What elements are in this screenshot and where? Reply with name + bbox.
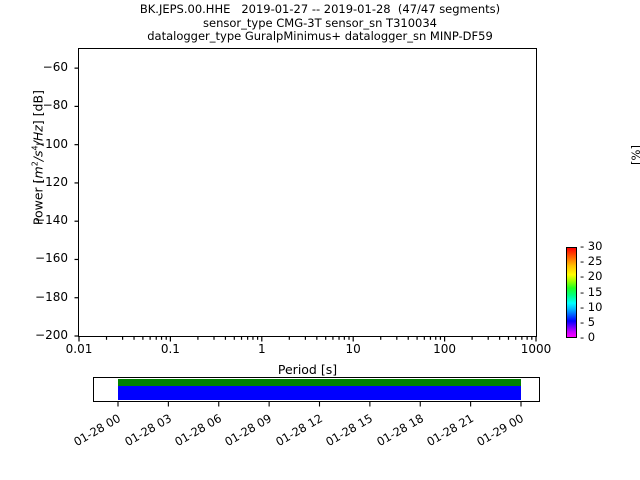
y-tick-label: −80 bbox=[42, 98, 68, 113]
y-tick-label: −120 bbox=[35, 174, 68, 189]
colorbar-tick-label: - 5 bbox=[580, 314, 596, 329]
colorbar bbox=[566, 247, 577, 338]
timeline-tick-label: 01-29 00 bbox=[474, 411, 527, 449]
colorbar-tick-label: - 30 bbox=[580, 239, 603, 253]
colorbar-unit-label: [%] bbox=[629, 145, 640, 165]
x-tick-label: 10 bbox=[345, 342, 361, 356]
colorbar-tick-label: - 25 bbox=[580, 254, 603, 269]
title-line-2: sensor_type CMG-3T sensor_sn T310034 bbox=[203, 15, 437, 30]
plot-axes-frame bbox=[78, 48, 537, 337]
x-tick-label: 100 bbox=[433, 342, 457, 356]
coverage-segment-green bbox=[118, 379, 521, 386]
y-tick-label: −100 bbox=[35, 136, 68, 151]
title-line-1: BK.JEPS.00.HHE 2019-01-27 -- 2019-01-28 … bbox=[139, 2, 501, 16]
x-tick-label: 0.01 bbox=[65, 342, 93, 356]
timeline-tick-label: 01-28 06 bbox=[172, 411, 225, 449]
coverage-segment-blue bbox=[118, 386, 521, 400]
timeline-tick-label: 01-28 03 bbox=[121, 411, 174, 449]
y-tick-label: −160 bbox=[35, 251, 68, 266]
y-tick-label: −60 bbox=[42, 60, 68, 75]
data-coverage-bar[interactable] bbox=[118, 379, 521, 400]
y-tick-label: −200 bbox=[35, 328, 68, 342]
y-tick-label: −140 bbox=[35, 213, 68, 228]
y-axis-label-m-exp: 2 bbox=[30, 161, 40, 167]
timeline-tick-label: 01-28 18 bbox=[373, 411, 426, 449]
plot-title-block: BK.JEPS.00.HHE 2019-01-27 -- 2019-01-28 … bbox=[0, 2, 640, 44]
x-axis-label: Period [s] bbox=[277, 362, 338, 377]
x-tick-label: 0.1 bbox=[160, 342, 180, 356]
colorbar-tick-label: - 10 bbox=[580, 299, 603, 314]
y-axis-label-s: /s bbox=[30, 150, 46, 162]
timeline-tick-label: 01-28 00 bbox=[71, 411, 124, 449]
colorbar-tick-label: - 20 bbox=[580, 269, 603, 284]
colorbar-tick-label: - 15 bbox=[580, 284, 603, 299]
timeline-tick-label: 01-28 12 bbox=[272, 411, 325, 449]
timeline-tick-label: 01-28 09 bbox=[222, 411, 275, 449]
x-tick-label: 1 bbox=[257, 342, 266, 356]
y-tick-label: −180 bbox=[35, 289, 68, 304]
title-line-3: datalogger_type GuralpMinimus+ datalogge… bbox=[147, 29, 493, 43]
timeline-tick-label: 01-28 21 bbox=[424, 411, 476, 449]
colorbar-tick-label: - 0 bbox=[580, 330, 596, 344]
timeline-tick-label: 01-28 15 bbox=[323, 411, 376, 449]
x-tick-label: 1000 bbox=[520, 342, 552, 356]
timeline-tick-marks bbox=[117, 402, 522, 407]
axis-tick-marks bbox=[74, 67, 537, 342]
